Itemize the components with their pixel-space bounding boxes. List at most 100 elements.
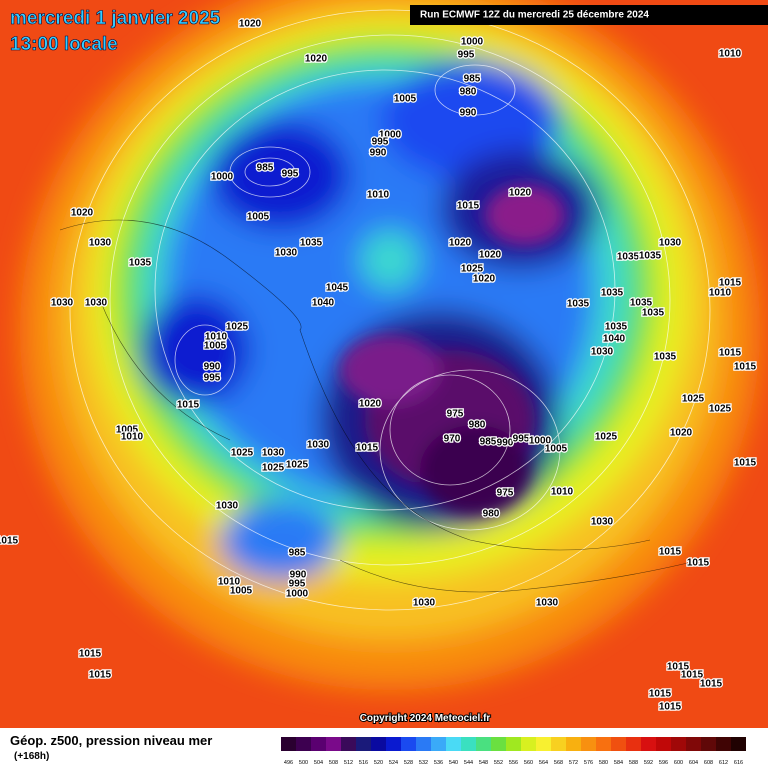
isobar-label: 1030 [89,238,112,249]
scale-label: 500 [299,760,308,766]
isobar-label: 995 [458,50,475,61]
color-scale: 496 500 504 508 512 516 520 524 528 532 536 540 544 5… [281,737,746,766]
scale-label: 596 [659,760,668,766]
isobar-label: 1025 [682,394,705,405]
scale-label: 616 [734,760,743,766]
scale-label: 540 [449,760,458,766]
time-title: 13:00 locale [10,34,118,55]
isobar-label: 1010 [367,190,390,201]
isobar-label: 1035 [129,258,152,269]
scale-label: 528 [404,760,413,766]
scale-label: 552 [494,760,503,766]
isobar-label: 970 [444,434,461,445]
scale-swatch [311,737,326,751]
isobar-label: 1030 [216,501,239,512]
isobar-label: 1015 [700,679,723,690]
isobar-label: 1005 [247,212,270,223]
scale-swatch [671,737,686,751]
isobar-label: 1010 [551,487,574,498]
copyright: Copyright 2024 Meteociel.fr [360,713,491,724]
scale-label: 576 [584,760,593,766]
scale-label: 524 [389,760,398,766]
scale-swatch [491,737,506,751]
isobar-label: 1010 [205,332,228,343]
scale-label: 504 [314,760,323,766]
scale-swatch [326,737,341,751]
scale-swatch [701,737,716,751]
isobar-label: 1025 [461,264,484,275]
scale-swatch [386,737,401,751]
isobar-label: 1020 [239,19,262,30]
isobar-label: 1015 [89,670,112,681]
scale-swatch [536,737,551,751]
isobar-label: 1035 [601,288,624,299]
scale-swatch [506,737,521,751]
isobar-label: 990 [497,438,514,449]
scale-label: 592 [644,760,653,766]
scale-swatch [716,737,731,751]
isobar-label: 1015 [649,689,672,700]
isobar-label: 985 [289,548,306,559]
isobar-label: 1005 [545,444,568,455]
isobar-label: 1015 [457,201,480,212]
scale-label: 608 [704,760,713,766]
isobar-label: 1015 [667,662,690,673]
isobar-label: 1035 [617,252,640,263]
isobar-label: 1035 [639,251,662,262]
isobar-label: 990 [370,148,387,159]
scale-swatch [296,737,311,751]
isobar-label: 1010 [719,49,742,60]
scale-swatch [416,737,431,751]
isobar-label: 1025 [709,404,732,415]
legend-lead: (+168h) [14,751,49,762]
isobar-label: 990 [460,108,477,119]
isobar-label: 1015 [719,348,742,359]
scale-swatch [596,737,611,751]
isobar-label: 1035 [567,299,590,310]
isobar-label: 1040 [312,298,335,309]
isobar-label: 980 [460,87,477,98]
isobar-label: 1030 [591,517,614,528]
scale-swatch [551,737,566,751]
isobar-label: 1015 [177,400,200,411]
scale-swatch [281,737,296,751]
isobar-label: 1020 [473,274,496,285]
isobar-label: 1015 [719,278,742,289]
isobar-label: 1030 [262,448,285,459]
scale-label: 584 [614,760,623,766]
scale-label: 612 [719,760,728,766]
scale-label: 556 [509,760,518,766]
date-title: mercredi 1 janvier 2025 [10,8,221,29]
isobar-label: 1000 [529,436,552,447]
scale-label: 496 [284,760,293,766]
isobar-label: 1005 [394,94,417,105]
isobar-label: 1015 [687,558,710,569]
scale-label: 532 [419,760,428,766]
isobar-label: 1030 [307,440,330,451]
scale-swatch [446,737,461,751]
isobar-label: 1020 [509,188,532,199]
scale-swatch [656,737,671,751]
isobar-label: 1025 [286,460,309,471]
isobar-label: 985 [464,74,481,85]
isobar-label: 1020 [670,428,693,439]
isobar-label: 1020 [71,208,94,219]
isobar-label: 1025 [262,463,285,474]
scale-label: 548 [479,760,488,766]
isobar-label: 1015 [659,702,682,713]
scale-swatch [611,737,626,751]
scale-label: 600 [674,760,683,766]
scale-swatch [401,737,416,751]
isobar-label: 985 [257,163,274,174]
isobar-label: 1015 [79,649,102,660]
scale-swatch [581,737,596,751]
isobar-label: 1030 [85,298,108,309]
isobar-label: 1025 [226,322,249,333]
run-box [410,5,768,25]
isobar-label: 1015 [681,670,704,681]
isobar-label: 1030 [591,347,614,358]
scale-swatch [431,737,446,751]
isobar-label: 1000 [286,589,309,600]
scale-swatch [731,737,746,751]
isobar-label: 1020 [449,238,472,249]
